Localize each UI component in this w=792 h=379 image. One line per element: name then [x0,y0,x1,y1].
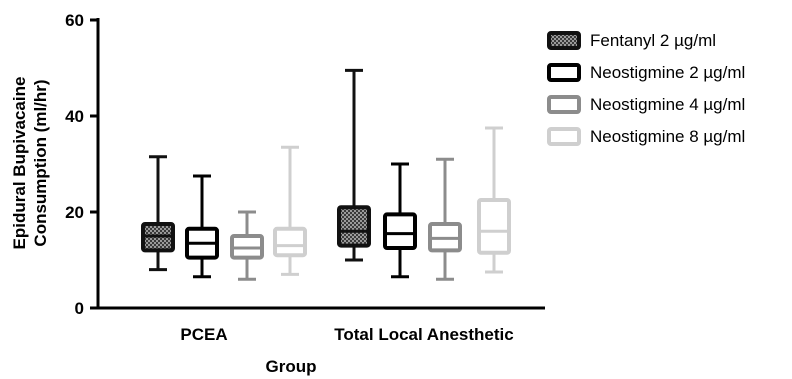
legend: Fentanyl 2 µg/ml Neostigmine 2 µg/ml Neost… [547,31,745,146]
y-tick-labels: 0 20 40 60 [65,11,98,318]
box-3-1 [230,210,264,281]
box-1-2 [337,68,371,262]
box-1-1 [141,155,175,272]
x-axis-title: Group [266,357,317,376]
box-2-2 [383,162,417,279]
box-4-2 [477,126,511,274]
legend-label: Fentanyl 2 µg/ml [590,31,716,50]
box-plots [141,68,511,281]
legend-label: Neostigmine 4 µg/ml [590,95,745,114]
box-2-1 [185,174,219,279]
legend-swatch [547,63,581,82]
iqr-box [477,198,511,255]
iqr-box [273,226,307,258]
y-axis-title-line1: Epidural Bupivacaine [10,77,29,250]
y-axis-title-line2: Consumption (ml/hr) [31,79,50,246]
category-label-total-local-anesthetic: Total Local Anesthetic [334,325,513,344]
legend-swatch [547,31,581,50]
legend-label: Neostigmine 2 µg/ml [590,63,745,82]
y-tick-label: 0 [75,299,84,318]
y-tick-label: 60 [65,11,84,30]
y-tick-label: 40 [65,107,84,126]
legend-swatch [547,127,581,146]
iqr-box [383,212,417,250]
legend-swatch [547,95,581,114]
category-label-pcea: PCEA [180,325,227,344]
iqr-box [337,205,371,248]
legend-label: Neostigmine 8 µg/ml [590,127,745,146]
box-4-1 [273,145,307,276]
box-3-2 [428,157,462,281]
y-tick-label: 20 [65,203,84,222]
